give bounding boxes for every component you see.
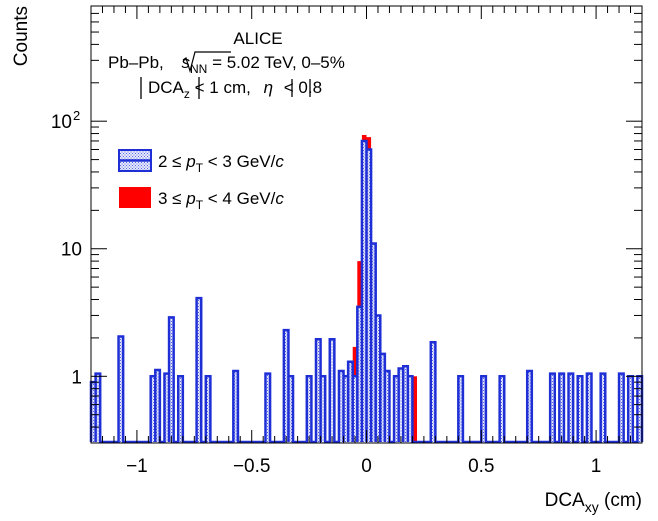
- blue-bar-30: [398, 368, 404, 443]
- blue-bar-3: [150, 376, 156, 443]
- blue-bar-34: [458, 376, 463, 443]
- x-tick-label-0: 0: [361, 456, 372, 477]
- blue-bar-19: [343, 376, 349, 443]
- plot-frame: [90, 5, 643, 444]
- blue-bar-28: [384, 371, 390, 443]
- blue-bar-6: [169, 317, 174, 443]
- blue-bar-12: [283, 330, 289, 443]
- red-bar-9: [412, 376, 418, 443]
- x-tick-label-0.5: 0.5: [468, 456, 494, 477]
- legend-label-red: 3 ≤ pT < 4 GeV/c: [158, 189, 284, 212]
- blue-bar-32: [407, 376, 413, 443]
- blue-bar-27: [380, 353, 385, 443]
- blue-bar-31: [403, 366, 408, 443]
- blue-bar-42: [586, 373, 592, 443]
- blue-bar-40: [568, 373, 574, 443]
- annotation-experiment: ALICE: [233, 29, 282, 48]
- blue-bar-22: [357, 306, 362, 443]
- annotation-cuts: DCAz < 1 cm, η < 0.8: [148, 78, 322, 101]
- blue-bar-37: [527, 371, 532, 443]
- blue-bar-21: [352, 376, 358, 443]
- blue-bar-13: [288, 376, 294, 443]
- blue-series-outline: [89, 139, 644, 444]
- x-tick-label-minus-1: −1: [126, 456, 148, 477]
- blue-bar-29: [394, 376, 399, 443]
- blue-bar-1: [95, 373, 101, 443]
- blue-bar-10: [233, 371, 238, 443]
- x-axis-title: DCAxy (cm): [545, 490, 642, 515]
- blue-bar-41: [577, 376, 583, 443]
- x-tick-label-minus-0.5: −0.5: [233, 456, 271, 477]
- y-tick-label-10: 10: [61, 240, 82, 261]
- blue-bar-9: [205, 376, 211, 443]
- blue-bar-23: [361, 140, 367, 443]
- blue-bar-15: [315, 339, 321, 443]
- blue-bar-24: [366, 149, 372, 443]
- blue-bar-36: [499, 376, 505, 443]
- blue-bar-26: [375, 315, 381, 443]
- blue-bar-39: [559, 373, 564, 443]
- abs-value-bars: [140, 77, 311, 99]
- blue-bar-8: [196, 298, 202, 443]
- blue-bar-4: [155, 370, 160, 443]
- x-tick-label-1: 1: [591, 456, 602, 477]
- blue-bar-44: [619, 373, 624, 443]
- blue-bar-20: [348, 361, 353, 443]
- blue-bar-33: [430, 342, 436, 443]
- y-axis-title: Counts: [11, 6, 32, 66]
- sqrt-symbol: [182, 51, 231, 74]
- blue-bar-14: [306, 376, 312, 443]
- series-blue-bars: [89, 139, 644, 444]
- blue-bar-35: [481, 376, 486, 443]
- annotation-collision-system: Pb–Pb, sNN = 5.02 TeV, 0–5%: [108, 53, 345, 76]
- blue-bar-46: [637, 376, 642, 443]
- blue-bar-18: [338, 371, 344, 443]
- blue-bar-43: [600, 373, 606, 443]
- y-tick-label-100: 10: [51, 112, 72, 133]
- legend-label-blue: 2 ≤ pT < 3 GeV/c: [158, 152, 284, 175]
- blue-bar-0: [91, 382, 96, 443]
- blue-bar-7: [178, 376, 183, 443]
- blue-bar-11: [265, 373, 271, 443]
- blue-bar-45: [628, 376, 633, 443]
- y-tick-label-1: 1: [71, 367, 82, 388]
- blue-bar-2: [118, 336, 124, 443]
- blue-bar-16: [320, 376, 326, 443]
- blue-bar-25: [371, 243, 376, 443]
- legend-swatch-red: [119, 187, 151, 208]
- blue-bar-38: [550, 373, 555, 443]
- y-tick-label-100-exponent: 2: [73, 108, 80, 123]
- blue-bar-17: [329, 339, 335, 443]
- blue-bar-5: [164, 373, 170, 443]
